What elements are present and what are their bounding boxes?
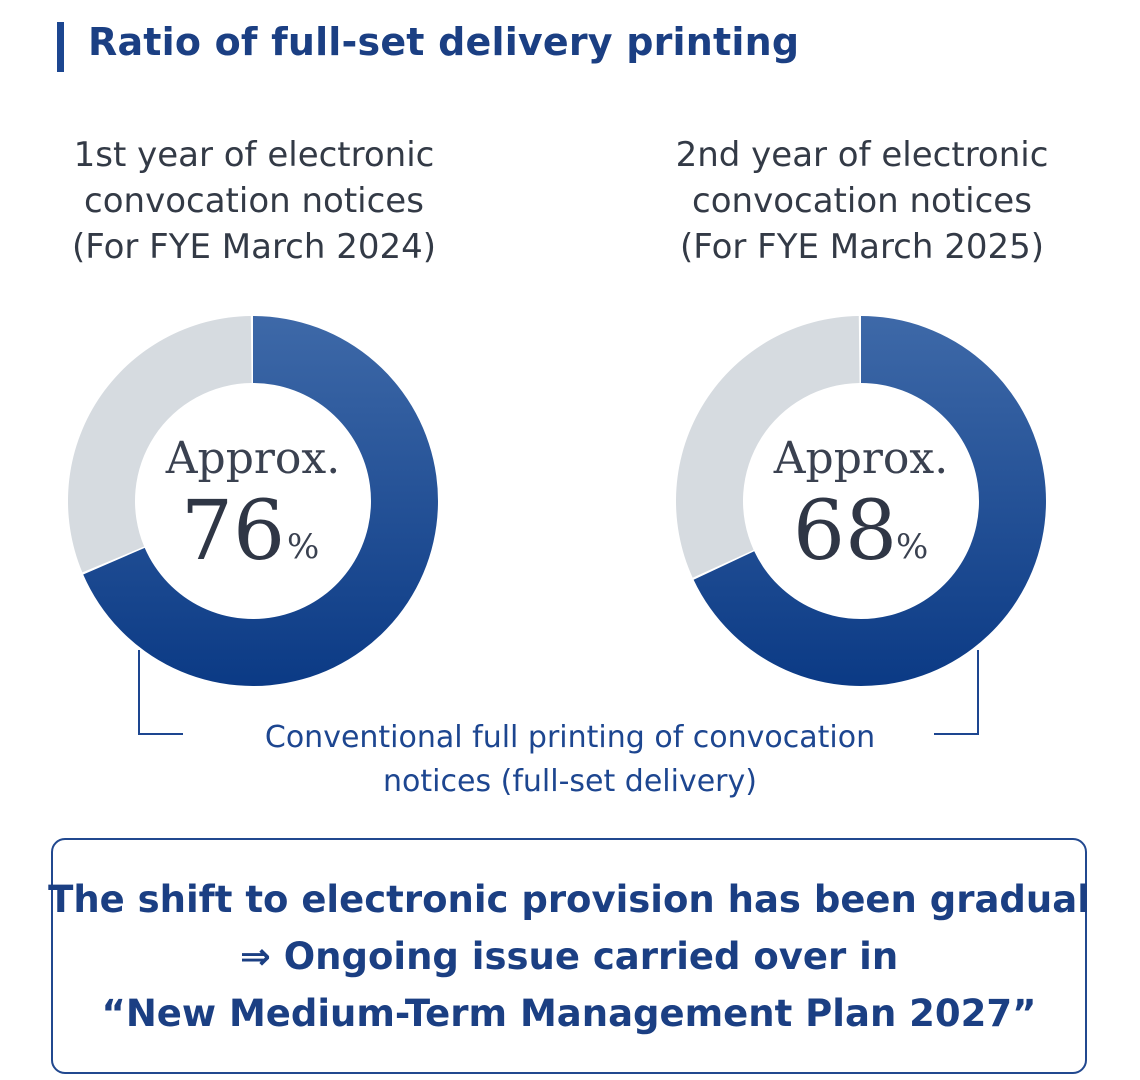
pie-slice-full-set-delivery bbox=[83, 316, 438, 686]
chart-title-line: convocation notices bbox=[84, 181, 424, 221]
chart-title-line: convocation notices bbox=[692, 181, 1032, 221]
chart-title-fy2025: 2nd year of electronic convocation notic… bbox=[632, 132, 1092, 270]
center-label: Approx. bbox=[773, 433, 948, 484]
donut-chart-fy2025: Approx. 68 % bbox=[676, 316, 1047, 686]
summary-line: ⇒ Ongoing issue carried over in bbox=[239, 934, 899, 978]
pie-slice-remainder bbox=[67, 316, 252, 573]
chart-title-line: (For FYE March 2025) bbox=[679, 227, 1045, 267]
legend-leader-line-right bbox=[934, 650, 979, 735]
chart-title-fy2024: 1st year of electronic convocation notic… bbox=[24, 132, 484, 270]
legend-line: Conventional full printing of convocatio… bbox=[264, 720, 876, 755]
page-title: Ratio of full-set delivery printing bbox=[88, 20, 800, 64]
center-unit: % bbox=[896, 527, 928, 567]
chart-title-line: (For FYE March 2024) bbox=[71, 227, 437, 267]
pie-slice-remainder bbox=[676, 316, 860, 578]
legend-label: Conventional full printing of convocatio… bbox=[160, 716, 980, 804]
chart-title-line: 1st year of electronic bbox=[73, 135, 435, 175]
title-accent-bar bbox=[57, 22, 64, 72]
summary-line: The shift to electronic provision has be… bbox=[48, 877, 1090, 921]
center-label: Approx. bbox=[165, 433, 340, 484]
pie-slice-full-set-delivery bbox=[693, 316, 1047, 686]
legend-leader-line-left bbox=[138, 650, 183, 735]
donut-chart-fy2024: Approx. 76 % bbox=[67, 316, 438, 686]
donut-charts: Approx. 76 % Approx. 68 % bbox=[67, 316, 1047, 735]
center-unit: % bbox=[287, 527, 319, 567]
summary-box: The shift to electronic provision has be… bbox=[48, 838, 1090, 1074]
chart-title-line: 2nd year of electronic bbox=[675, 135, 1049, 175]
summary-line: “New Medium-Term Management Plan 2027” bbox=[101, 991, 1037, 1035]
center-value: 76 bbox=[181, 484, 285, 579]
legend-line: notices (full-set delivery) bbox=[383, 764, 757, 799]
center-value: 68 bbox=[793, 484, 897, 579]
